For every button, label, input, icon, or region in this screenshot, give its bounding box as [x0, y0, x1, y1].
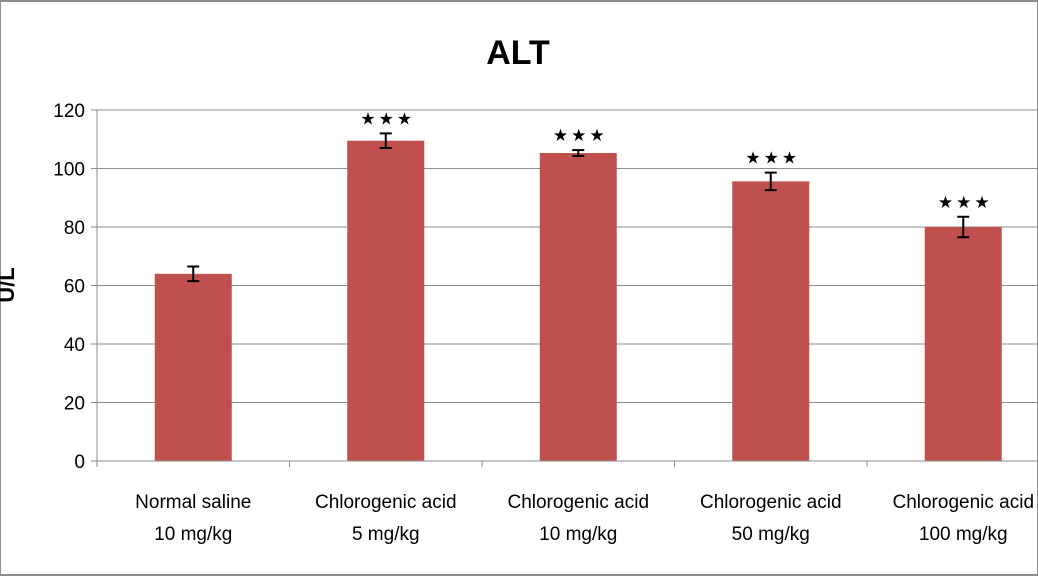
y-tick-label: 60: [64, 277, 85, 298]
bar: [347, 141, 424, 461]
x-tick-label-line: Chlorogenic acid: [700, 492, 842, 513]
y-tick-label: 100: [53, 160, 85, 181]
y-tick-label: 80: [64, 218, 85, 239]
bar: [925, 227, 1002, 461]
y-tick-label: 40: [64, 335, 85, 356]
significance-stars: ★★★: [938, 193, 993, 213]
y-tick-label: 120: [53, 101, 85, 122]
chart-title: ALT: [486, 34, 550, 72]
x-tick-label-line: 100 mg/kg: [919, 524, 1008, 545]
significance-stars: ★★★: [360, 109, 415, 129]
x-tick-label-line: 10 mg/kg: [154, 524, 232, 545]
significance-stars: ★★★: [553, 126, 608, 146]
x-tick-label-line: Chlorogenic acid: [507, 492, 649, 513]
bar-chart: ALT U/L ★★★ ★★★ ★★★ ★★★ 0 20 40 60 80 100 120 Nor…: [0, 0, 1038, 576]
y-axis-label: U/L: [0, 267, 19, 302]
chart-root: ALT U/L ★★★ ★★★ ★★★ ★★★ 0 20 40 60 80 100 120 Nor…: [0, 0, 1038, 576]
x-tick-label-line: Normal saline: [135, 492, 251, 513]
x-tick-label-line: 50 mg/kg: [732, 524, 810, 545]
x-tick-label-line: 10 mg/kg: [539, 524, 617, 545]
bar: [732, 181, 809, 461]
x-tick-label-line: 5 mg/kg: [352, 524, 420, 545]
significance-stars: ★★★: [745, 149, 800, 169]
x-tick-label-line: Chlorogenic acid: [315, 492, 457, 513]
bar: [155, 274, 232, 461]
y-tick-label: 0: [74, 452, 85, 473]
x-tick-label-line: Chlorogenic acid: [892, 492, 1034, 513]
bar: [540, 153, 617, 461]
y-tick-label: 20: [64, 394, 85, 415]
